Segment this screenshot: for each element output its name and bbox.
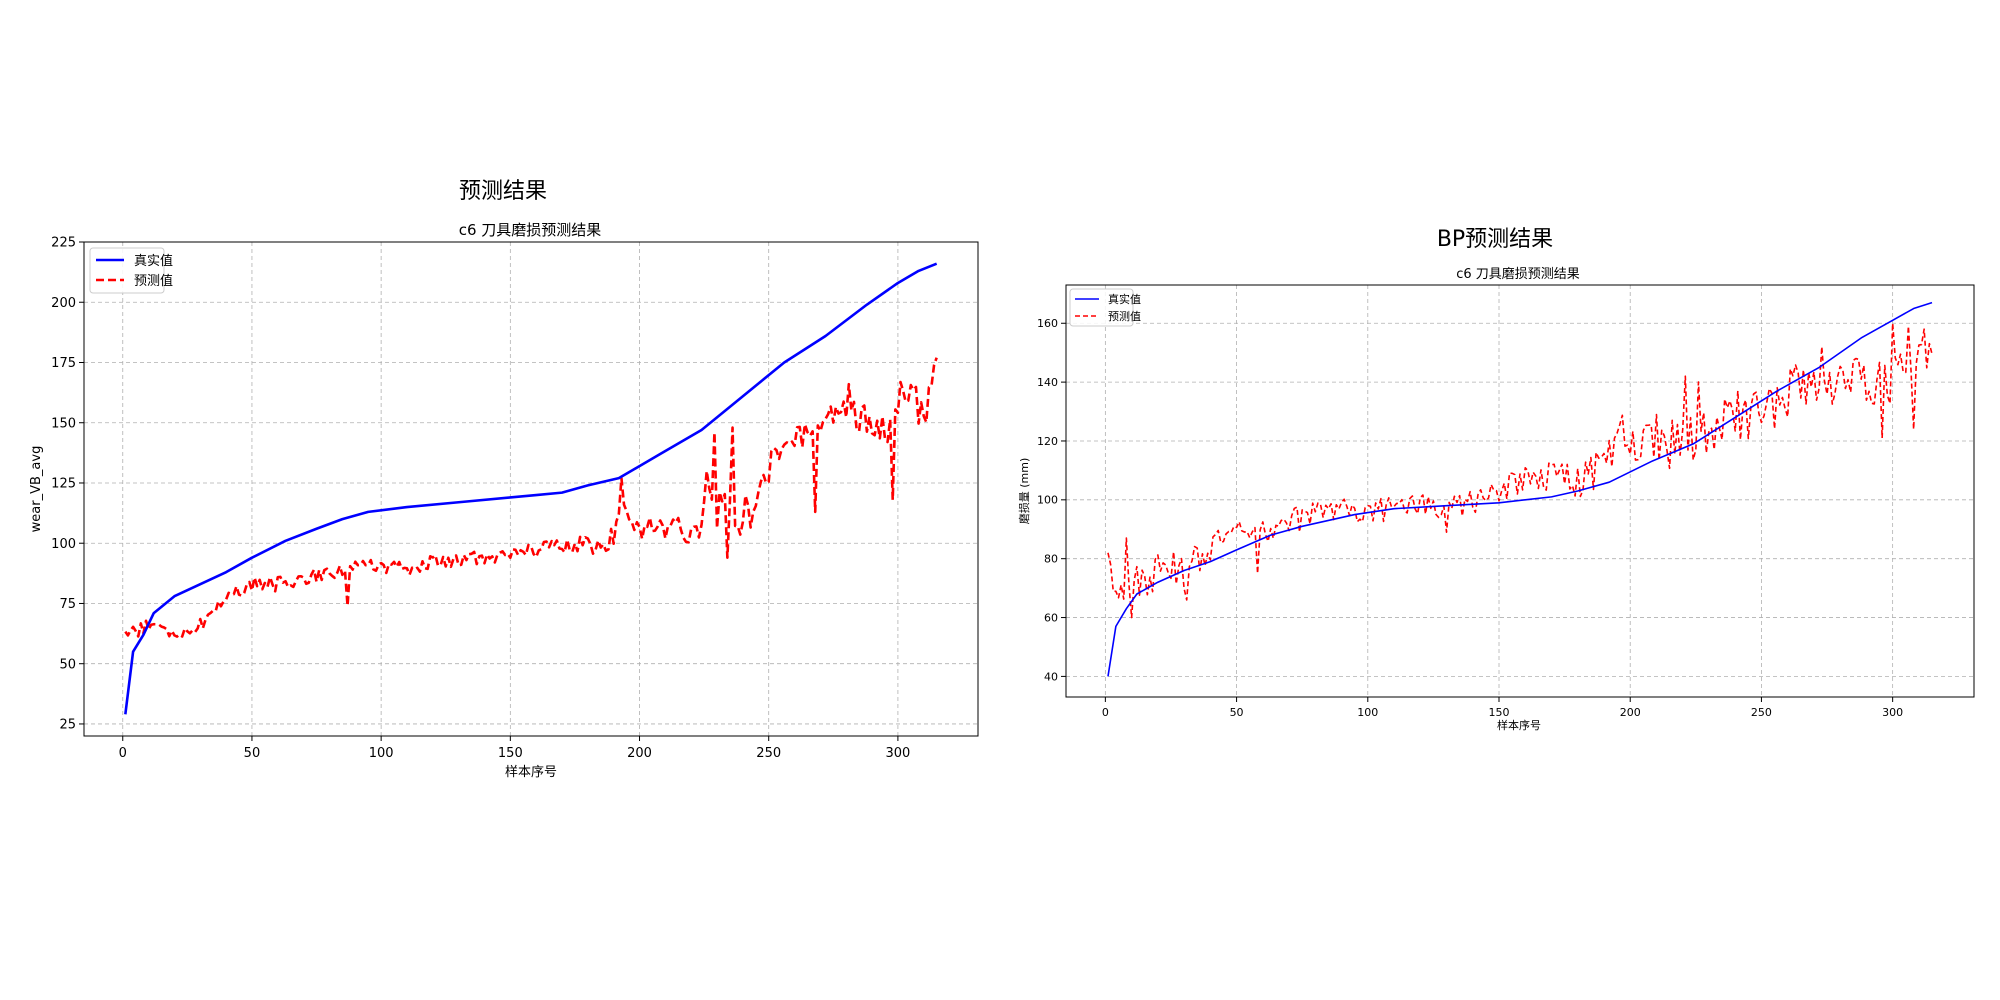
left-y-tick-label: 100 bbox=[51, 537, 76, 552]
left-y-tick-label: 150 bbox=[51, 416, 76, 431]
right-x-tick-label: 50 bbox=[1230, 706, 1244, 719]
left-x-tick-label: 300 bbox=[885, 746, 910, 761]
left-x-tick-label: 0 bbox=[119, 746, 127, 761]
right-y-tick-label: 80 bbox=[1044, 553, 1058, 566]
right-y-tick-label: 160 bbox=[1037, 317, 1058, 330]
left-x-tick-label: 200 bbox=[627, 746, 652, 761]
left-x-tick-label: 250 bbox=[756, 746, 781, 761]
left-suptitle: 预测结果 bbox=[459, 179, 547, 204]
left-y-tick-label: 50 bbox=[59, 657, 76, 672]
right-legend-label-pred: 预测值 bbox=[1108, 310, 1141, 323]
right-y-axis-label: 磨损量 (mm) bbox=[1017, 458, 1031, 525]
left-y-tick-label: 200 bbox=[51, 296, 76, 311]
left-series-line-true bbox=[124, 262, 938, 715]
left-series-line-predicted bbox=[124, 357, 938, 638]
left-y-tick-label: 75 bbox=[59, 597, 76, 612]
right-ticks: 0 50 100 150 200 250 300 40 60 80 100 120 140 160 bbox=[1037, 317, 1903, 719]
left-x-tick-label: 50 bbox=[244, 746, 261, 761]
left-ticks: 0 50 100 150 200 250 300 25 50 75 100 125 150 175 200 2… bbox=[51, 236, 910, 761]
right-series-line-predicted bbox=[1107, 322, 1933, 619]
left-x-tick-label: 150 bbox=[498, 746, 523, 761]
right-y-tick-label: 120 bbox=[1037, 435, 1058, 448]
right-series bbox=[1107, 301, 1933, 677]
right-y-tick-label: 40 bbox=[1044, 670, 1058, 683]
left-y-tick-label: 125 bbox=[51, 477, 76, 492]
right-x-tick-label: 200 bbox=[1620, 706, 1641, 719]
left-gridlines bbox=[84, 241, 978, 736]
right-series-line-true bbox=[1107, 301, 1933, 677]
right-plot-frame bbox=[1065, 284, 1975, 698]
left-legend-label-pred: 预测值 bbox=[134, 273, 173, 289]
left-chart: 预测结果 c6 刀具磨损预测结果 0 50 100 150 200 250 300 25 50 7… bbox=[29, 179, 979, 780]
left-series bbox=[124, 262, 938, 715]
right-x-tick-label: 0 bbox=[1102, 706, 1109, 719]
right-y-tick-label: 100 bbox=[1037, 494, 1058, 507]
left-y-tick-label: 175 bbox=[51, 356, 76, 371]
left-y-tick-label: 225 bbox=[51, 236, 76, 251]
right-legend-label-true: 真实值 bbox=[1108, 292, 1141, 306]
left-plot-frame bbox=[83, 241, 979, 737]
left-y-tick-label: 25 bbox=[59, 718, 76, 733]
left-legend: 真实值 预测值 bbox=[89, 247, 173, 294]
left-x-tick-label: 100 bbox=[369, 746, 394, 761]
right-x-axis-label: 样本序号 bbox=[1497, 718, 1541, 732]
right-y-tick-label: 140 bbox=[1037, 376, 1058, 389]
right-legend: 真实值 预测值 bbox=[1069, 288, 1141, 327]
right-chart: BP预测结果 c6 刀具磨损预测结果 0 50 100 150 200 250 300 40 6… bbox=[1017, 227, 1975, 732]
right-x-tick-label: 300 bbox=[1882, 706, 1903, 719]
right-gridlines bbox=[1066, 285, 1974, 697]
right-x-tick-label: 150 bbox=[1489, 706, 1510, 719]
left-chart-title: c6 刀具磨损预测结果 bbox=[459, 221, 602, 239]
left-x-axis-label: 样本序号 bbox=[505, 765, 557, 780]
right-x-tick-label: 100 bbox=[1357, 706, 1378, 719]
left-legend-label-true: 真实值 bbox=[134, 253, 173, 269]
right-y-tick-label: 60 bbox=[1044, 611, 1058, 624]
right-chart-title: c6 刀具磨损预测结果 bbox=[1456, 267, 1580, 282]
right-suptitle: BP预测结果 bbox=[1437, 227, 1553, 252]
right-x-tick-label: 250 bbox=[1751, 706, 1772, 719]
left-y-axis-label: wear_VB_avg bbox=[29, 446, 44, 533]
